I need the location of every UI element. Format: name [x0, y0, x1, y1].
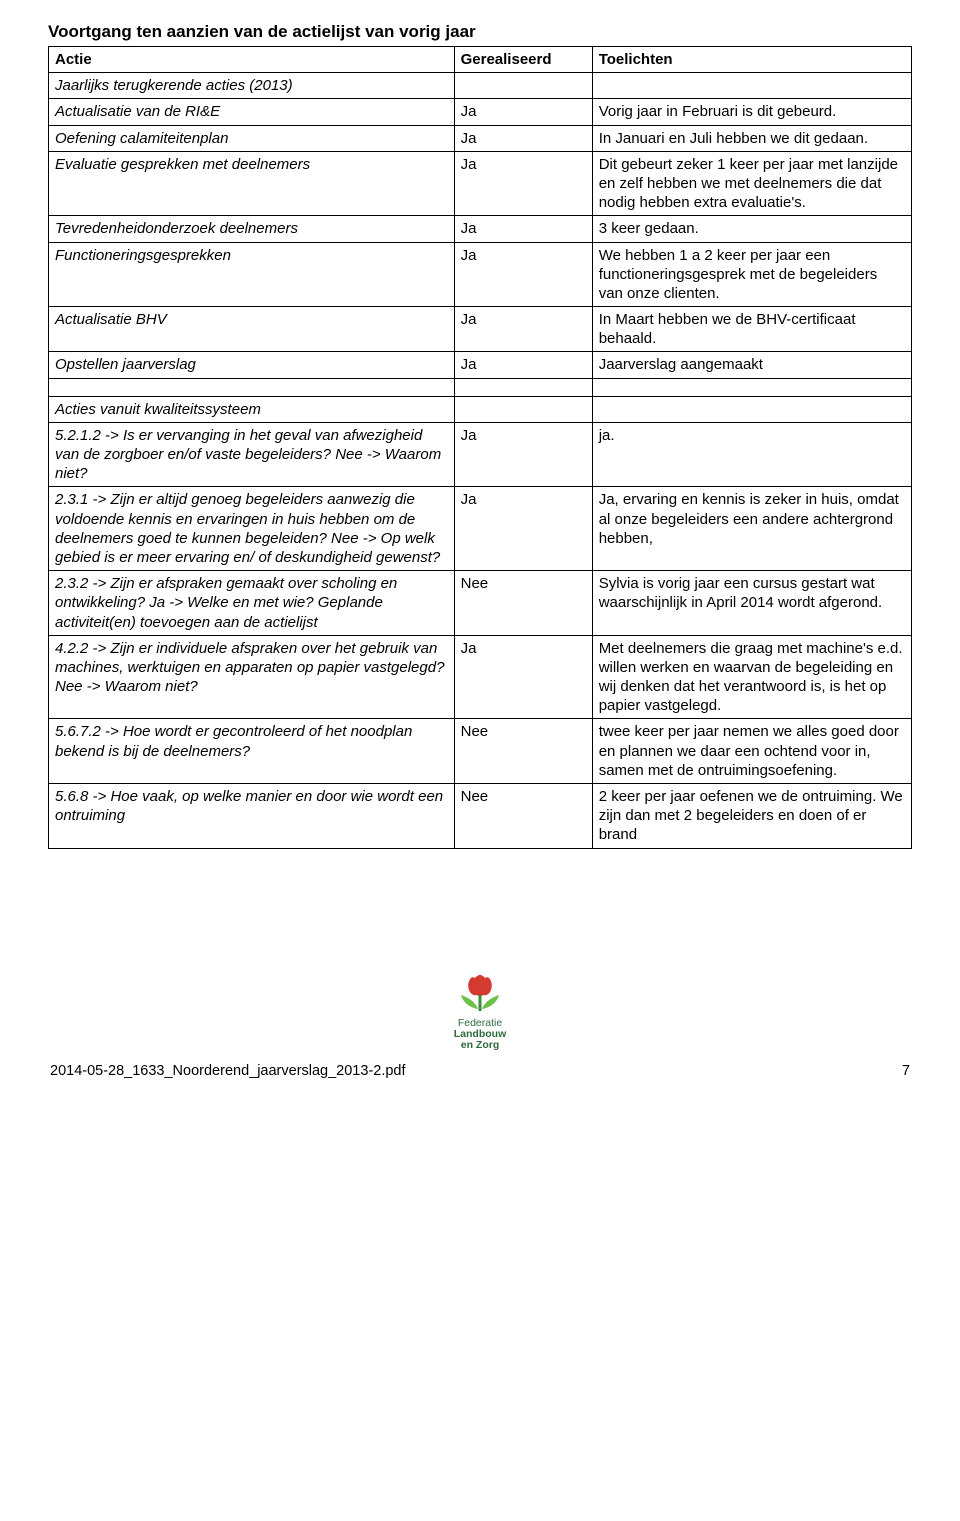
footer-page-number: 7: [902, 1063, 910, 1079]
action-cell: 5.6.7.2 -> Hoe wordt er gecontroleerd of…: [55, 723, 412, 759]
progress-table: Actie Gerealiseerd Toelichten Jaarlijks ter…: [48, 46, 912, 849]
explain-cell: In Maart hebben we de BHV-certificaat be…: [599, 311, 856, 347]
realised-cell: Ja: [461, 156, 477, 173]
section-label: Acties vanuit kwaliteitssysteem: [55, 401, 261, 418]
explain-cell: Jaarverslag aangemaakt: [599, 356, 763, 373]
action-cell: Functioneringsgesprekken: [55, 247, 231, 264]
action-cell: Actualisatie BHV: [55, 311, 167, 328]
realised-cell: Nee: [461, 575, 489, 592]
realised-cell: Ja: [461, 640, 477, 657]
explain-cell: Dit gebeurt zeker 1 keer per jaar met la…: [599, 156, 898, 211]
explain-cell: 2 keer per jaar oefenen we de ontruiming…: [599, 788, 903, 843]
action-cell: 5.2.1.2 -> Is er vervanging in het geval…: [55, 427, 441, 482]
col-header-actie: Actie: [55, 51, 92, 68]
realised-cell: Ja: [461, 130, 477, 147]
action-cell: Tevredenheidonderzoek deelnemers: [55, 220, 298, 237]
explain-cell: Sylvia is vorig jaar een cursus gestart …: [599, 575, 882, 611]
explain-cell: Met deelnemers die graag met machine's e…: [599, 640, 903, 715]
section-label: Jaarlijks terugkerende acties (2013): [55, 77, 293, 94]
realised-cell: Ja: [461, 427, 477, 444]
explain-cell: ja.: [599, 427, 615, 444]
federation-logo: Federatie Landbouw en Zorg: [453, 969, 507, 1051]
realised-cell: Ja: [461, 220, 477, 237]
action-cell: Oefening calamiteitenplan: [55, 130, 228, 147]
action-cell: Opstellen jaarverslag: [55, 356, 196, 373]
col-header-gerealiseerd: Gerealiseerd: [461, 51, 552, 68]
realised-cell: Nee: [461, 723, 489, 740]
realised-cell: Nee: [461, 788, 489, 805]
action-cell: Actualisatie van de RI&E: [55, 103, 220, 120]
explain-cell: Vorig jaar in Februari is dit gebeurd.: [599, 103, 837, 120]
action-cell: 2.3.1 -> Zijn er altijd genoeg begeleide…: [55, 491, 440, 566]
realised-cell: Ja: [461, 103, 477, 120]
explain-cell: twee keer per jaar nemen we alles goed d…: [599, 723, 899, 778]
logo-text-3: en Zorg: [453, 1040, 507, 1051]
realised-cell: Ja: [461, 356, 477, 373]
action-cell: 4.2.2 -> Zijn er individuele afspraken o…: [55, 640, 444, 695]
explain-cell: Ja, ervaring en kennis is zeker in huis,…: [599, 491, 899, 546]
explain-cell: 3 keer gedaan.: [599, 220, 699, 237]
action-cell: Evaluatie gesprekken met deelnemers: [55, 156, 310, 173]
footer-filename: 2014-05-28_1633_Noorderend_jaarverslag_2…: [50, 1063, 406, 1079]
explain-cell: We hebben 1 a 2 keer per jaar een functi…: [599, 247, 878, 302]
action-cell: 5.6.8 -> Hoe vaak, op welke manier en do…: [55, 788, 443, 824]
realised-cell: Ja: [461, 247, 477, 264]
logo-text-1: Federatie: [453, 1018, 507, 1029]
logo-text-2: Landbouw: [453, 1029, 507, 1040]
realised-cell: Ja: [461, 311, 477, 328]
page-title: Voortgang ten aanzien van de actielijst …: [48, 22, 912, 42]
col-header-toelichten: Toelichten: [599, 51, 673, 68]
realised-cell: Ja: [461, 491, 477, 508]
action-cell: 2.3.2 -> Zijn er afspraken gemaakt over …: [55, 575, 397, 630]
explain-cell: In Januari en Juli hebben we dit gedaan.: [599, 130, 868, 147]
